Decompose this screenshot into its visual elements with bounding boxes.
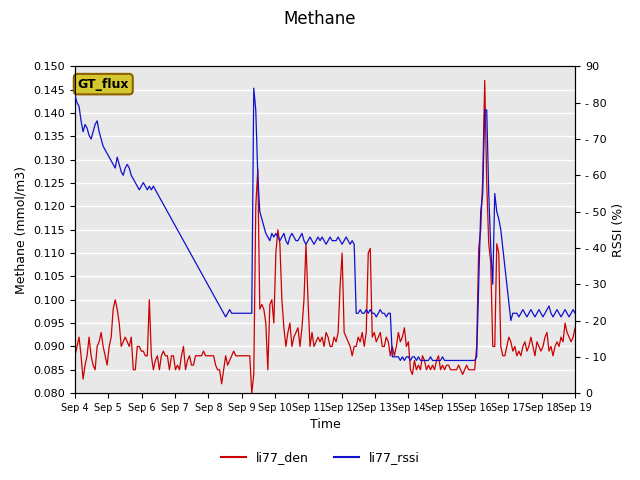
- X-axis label: Time: Time: [310, 419, 340, 432]
- Y-axis label: Methane (mmol/m3): Methane (mmol/m3): [15, 166, 28, 294]
- Legend: li77_den, li77_rssi: li77_den, li77_rssi: [216, 446, 424, 469]
- Text: GT_flux: GT_flux: [77, 78, 129, 91]
- Y-axis label: RSSI (%): RSSI (%): [612, 203, 625, 257]
- Text: Methane: Methane: [284, 10, 356, 28]
